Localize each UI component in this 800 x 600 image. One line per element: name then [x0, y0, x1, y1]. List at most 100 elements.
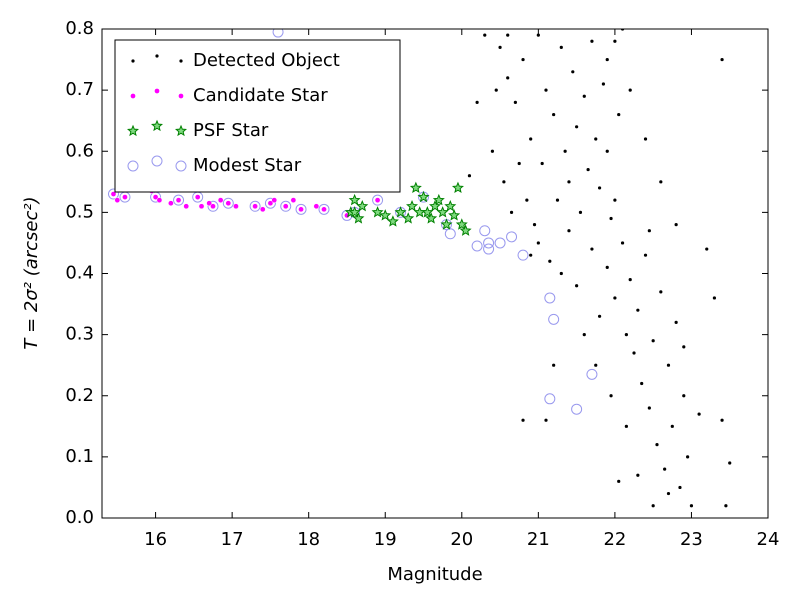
- point: [483, 33, 487, 37]
- point: [529, 137, 533, 141]
- y-tick-label: 0.5: [65, 201, 94, 222]
- point: [609, 216, 613, 221]
- point: [597, 314, 602, 318]
- point: [217, 197, 224, 203]
- point: [605, 57, 609, 62]
- point: [636, 473, 640, 477]
- point: [429, 199, 441, 212]
- point: [271, 197, 278, 203]
- point: [559, 45, 563, 49]
- x-tick-label: 18: [297, 529, 320, 550]
- point: [567, 180, 571, 184]
- point: [712, 296, 717, 300]
- point: [175, 197, 182, 203]
- legend-label: PSF Star: [193, 120, 269, 141]
- point: [620, 241, 625, 245]
- point: [578, 210, 583, 214]
- point: [313, 203, 320, 210]
- point: [594, 137, 598, 141]
- point: [233, 203, 239, 210]
- point: [122, 194, 128, 200]
- point: [532, 223, 537, 227]
- legend-marker: [131, 59, 135, 63]
- point: [663, 467, 667, 471]
- point: [525, 198, 529, 202]
- point: [156, 197, 163, 203]
- point: [272, 29, 284, 38]
- legend-label: Candidate Star: [193, 85, 328, 106]
- point: [379, 209, 392, 221]
- point: [605, 149, 609, 153]
- point: [483, 237, 495, 249]
- point: [544, 393, 556, 405]
- point: [444, 199, 457, 212]
- point: [552, 363, 556, 367]
- y-tick-label: 0.0: [65, 507, 94, 528]
- point: [643, 253, 648, 257]
- point: [207, 200, 219, 212]
- legend-label: Modest Star: [193, 155, 302, 176]
- y-tick-label: 0.6: [65, 140, 94, 161]
- point: [632, 351, 636, 355]
- legend-marker: [155, 54, 159, 58]
- point: [590, 39, 594, 43]
- point: [728, 461, 732, 465]
- x-axis-label: Magnitude: [387, 564, 482, 585]
- point: [490, 149, 495, 153]
- point: [371, 206, 384, 218]
- point: [374, 197, 381, 203]
- point: [282, 203, 289, 210]
- legend-marker: [179, 59, 183, 63]
- x-tick-label: 20: [450, 529, 473, 550]
- point: [506, 33, 510, 37]
- point: [544, 292, 556, 304]
- legend: Detected Object Candidate Star PSF Star Mod…: [114, 39, 401, 193]
- point: [697, 412, 701, 416]
- point: [394, 206, 407, 218]
- point: [655, 443, 659, 447]
- point: [609, 394, 613, 398]
- point: [459, 224, 472, 236]
- point: [494, 88, 498, 92]
- point: [666, 491, 671, 496]
- point: [467, 174, 472, 178]
- point: [417, 190, 430, 203]
- point: [451, 181, 464, 194]
- legend-marker: [175, 160, 187, 172]
- y-tick-label: 0.4: [65, 263, 94, 284]
- x-tick-label: 19: [374, 529, 397, 550]
- legend-label: Detected Object: [193, 50, 340, 71]
- point: [259, 206, 266, 213]
- point: [720, 418, 724, 422]
- point: [114, 197, 121, 203]
- point: [267, 200, 274, 207]
- point: [647, 406, 651, 410]
- point: [483, 243, 495, 255]
- point: [605, 265, 609, 269]
- point: [563, 149, 567, 153]
- point: [436, 206, 449, 218]
- legend-marker: [127, 160, 139, 172]
- point: [670, 424, 674, 428]
- point: [597, 186, 602, 190]
- point: [575, 284, 579, 288]
- point: [540, 161, 544, 166]
- legend-marker: [175, 124, 187, 137]
- point: [628, 88, 632, 92]
- point: [479, 225, 491, 237]
- point: [194, 194, 201, 200]
- y-tick-label: 0.1: [65, 446, 94, 467]
- point: [586, 167, 590, 172]
- point: [222, 197, 234, 209]
- point: [555, 198, 560, 202]
- axes-frame: [101, 28, 769, 519]
- point: [455, 218, 468, 230]
- point: [659, 180, 663, 184]
- point: [152, 194, 159, 200]
- legend-marker: [151, 155, 163, 167]
- legend-marker: [127, 124, 139, 137]
- point: [386, 215, 399, 227]
- legend-marker: [154, 88, 160, 94]
- point: [107, 188, 119, 200]
- point: [682, 345, 686, 349]
